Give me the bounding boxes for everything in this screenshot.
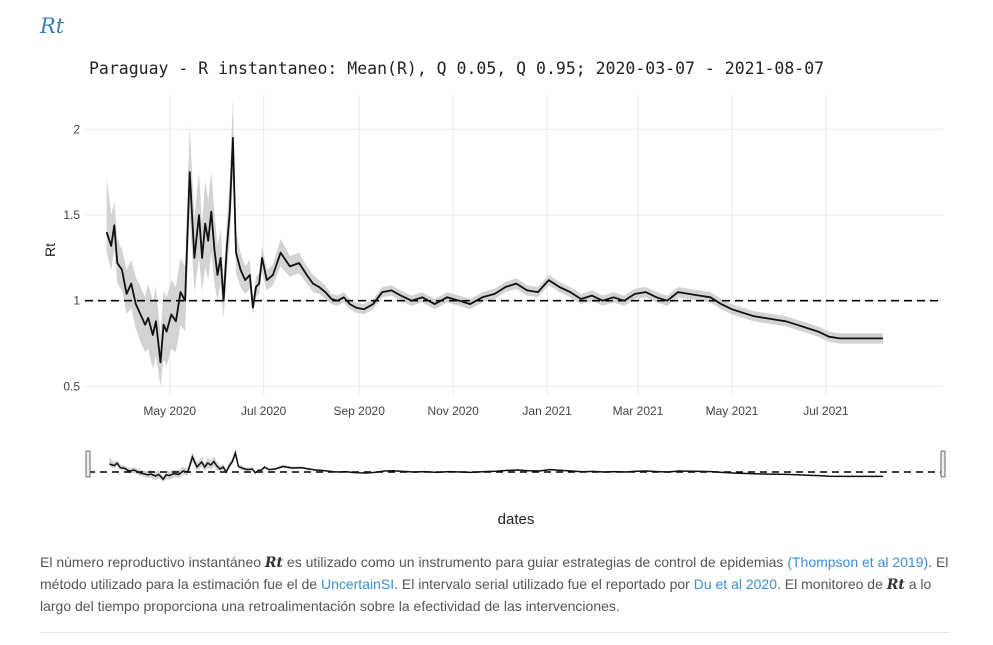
x-tick-label: Jan 2021 <box>522 404 572 418</box>
y-tick-label: 1 <box>73 294 80 308</box>
y-axis-label: Rt <box>42 243 58 257</box>
x-tick-label: May 2020 <box>143 404 196 418</box>
caption-text: a lo largo del tiempo proporciona una re… <box>40 576 932 614</box>
caption-text: . El intervalo serial utilizado fue el r… <box>394 576 694 592</box>
y-tick-label: 0.5 <box>63 379 80 393</box>
rt-symbol: Rt <box>886 577 905 593</box>
mean-line <box>105 137 883 364</box>
divider <box>40 632 950 633</box>
thompson-link[interactable]: (Thompson et al 2019) <box>787 554 929 570</box>
x-tick-label: May 2021 <box>706 404 759 418</box>
uncertainsi-link[interactable]: UncertainSI <box>320 576 395 592</box>
x-tick-label: Jul 2020 <box>241 404 287 418</box>
caption-text: El número reproductivo instantáneo <box>40 554 265 570</box>
y-tick-labels: 0.5 1 1.5 2 <box>63 122 80 393</box>
x-tick-label: Jul 2021 <box>803 404 849 418</box>
main-plot-area[interactable] <box>85 98 943 387</box>
section-heading: Rt <box>40 14 65 38</box>
range-slider[interactable] <box>85 440 946 483</box>
x-tick-label: Sep 2020 <box>333 404 385 418</box>
rt-symbol: Rt <box>264 555 284 571</box>
caption-text: . El monitoreo de <box>777 576 887 592</box>
confidence-band <box>106 98 883 387</box>
slider-handle-right[interactable] <box>940 450 946 478</box>
caption-text: . El método utilizado para la estimación… <box>40 554 949 592</box>
rt-chart: Paraguay - R instantaneo: Mean(R), Q 0.0… <box>42 59 946 528</box>
x-tick-labels: May 2020 Jul 2020 Sep 2020 Nov 2020 Jan 2021… <box>143 404 849 418</box>
chart-description: El número reproductivo instantáneo Rt es… <box>40 552 952 617</box>
chart-title: Paraguay - R instantaneo: Mean(R), Q 0.0… <box>89 59 824 78</box>
y-tick-label: 2 <box>73 122 80 136</box>
x-tick-label: Nov 2020 <box>427 404 479 418</box>
x-axis-label: dates <box>498 511 535 528</box>
caption-text: es utilizado como un instrumento para gu… <box>283 554 788 570</box>
slider-handle-left[interactable] <box>85 450 91 478</box>
x-tick-label: Mar 2021 <box>613 404 664 418</box>
slider-mean-line <box>109 450 884 481</box>
y-tick-label: 1.5 <box>63 208 80 222</box>
du-et-al-link[interactable]: Du et al 2020 <box>693 576 778 592</box>
